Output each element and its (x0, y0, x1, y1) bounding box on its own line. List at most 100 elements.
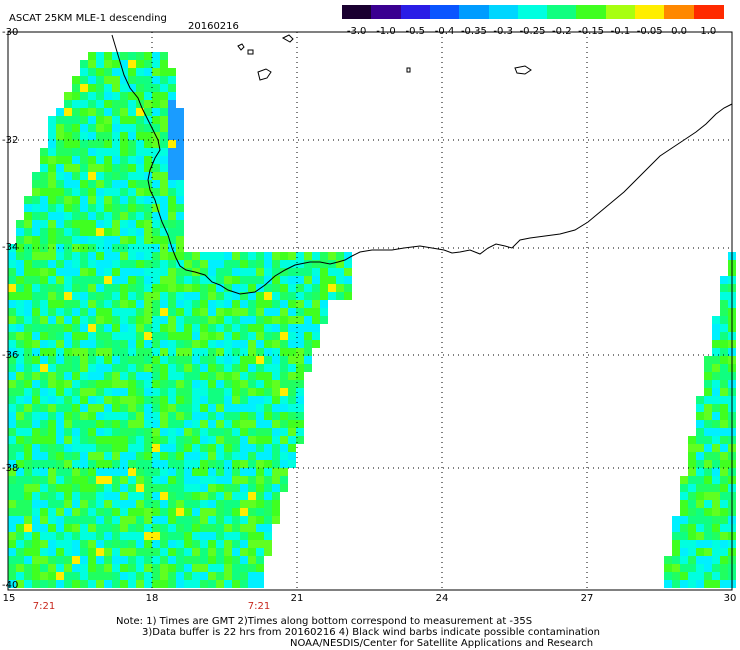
swath-pixel (256, 356, 264, 364)
swath-pixel (184, 380, 192, 388)
swath-pixel (280, 452, 288, 460)
swath-pixel (64, 332, 72, 340)
swath-pixel (712, 468, 720, 476)
swath-pixel (112, 292, 120, 300)
swath-pixel (144, 348, 152, 356)
swath-pixel (240, 516, 248, 524)
swath-pixel (168, 268, 176, 276)
swath-pixel (64, 580, 72, 588)
swath-pixel (232, 388, 240, 396)
swath-pixel (288, 404, 296, 412)
swath-pixel (136, 388, 144, 396)
swath-pixel (80, 164, 88, 172)
swath-pixel (96, 268, 104, 276)
swath-pixel (216, 492, 224, 500)
swath-pixel (720, 380, 728, 388)
swath-pixel (288, 436, 296, 444)
swath-pixel (136, 212, 144, 220)
swath-pixel (176, 428, 184, 436)
swath-pixel (224, 452, 232, 460)
swath-pixel (160, 460, 168, 468)
swath-pixel (160, 220, 168, 228)
swath-pixel (336, 260, 344, 268)
swath-pixel (48, 220, 56, 228)
swath-pixel (80, 316, 88, 324)
colorbar-label: 0.0 (671, 26, 687, 37)
swath-pixel (72, 556, 80, 564)
colorbar-label: -0.2 (552, 26, 572, 37)
swath-pixel (96, 524, 104, 532)
swath-pixel (56, 196, 64, 204)
swath-pixel (232, 324, 240, 332)
swath-pixel (88, 60, 96, 68)
swath-pixel (72, 332, 80, 340)
swath-pixel (64, 284, 72, 292)
swath-pixel (80, 564, 88, 572)
swath-pixel (304, 260, 312, 268)
swath-pixel (312, 276, 320, 284)
swath-pixel (720, 460, 728, 468)
swath-pixel (80, 252, 88, 260)
swath-pixel (80, 388, 88, 396)
swath-pixel (168, 164, 176, 172)
swath-pixel (264, 436, 272, 444)
swath-pixel (176, 356, 184, 364)
swath-pixel (136, 316, 144, 324)
swath-pixel (208, 420, 216, 428)
swath-pixel (192, 468, 200, 476)
swath-pixel (136, 308, 144, 316)
swath-pixel (288, 388, 296, 396)
swath-pixel (192, 404, 200, 412)
swath-pixel (176, 492, 184, 500)
swath-pixel (208, 548, 216, 556)
swath-pixel (112, 132, 120, 140)
swath-pixel (128, 420, 136, 428)
swath-pixel (64, 140, 72, 148)
swath-pixel (88, 484, 96, 492)
swath-pixel (152, 68, 160, 76)
swath-pixel (128, 108, 136, 116)
swath-pixel (712, 404, 720, 412)
swath-pixel (104, 316, 112, 324)
swath-pixel (16, 580, 24, 588)
swath-pixel (72, 204, 80, 212)
swath-pixel (672, 556, 680, 564)
swath-pixel (64, 492, 72, 500)
swath-pixel (232, 548, 240, 556)
swath-pixel (704, 508, 712, 516)
swath-pixel (224, 412, 232, 420)
swath-pixel (248, 340, 256, 348)
swath-pixel (56, 212, 64, 220)
swath-pixel (128, 484, 136, 492)
swath-pixel (704, 412, 712, 420)
swath-pixel (128, 308, 136, 316)
swath-pixel (32, 252, 40, 260)
swath-pixel (104, 196, 112, 204)
swath-pixel (112, 228, 120, 236)
swath-pixel (80, 364, 88, 372)
swath-pixel (216, 276, 224, 284)
swath-pixel (72, 476, 80, 484)
swath-pixel (192, 564, 200, 572)
swath-pixel (712, 532, 720, 540)
pass-time-1: 7:21 (32, 601, 56, 612)
swath-pixel (104, 60, 112, 68)
swath-pixel (184, 348, 192, 356)
swath-pixel (32, 404, 40, 412)
swath-pixel (88, 532, 96, 540)
swath-pixel (280, 436, 288, 444)
swath-pixel (120, 260, 128, 268)
swath-pixel (144, 572, 152, 580)
swath-pixel (96, 436, 104, 444)
swath-pixel (24, 540, 32, 548)
swath-pixel (200, 268, 208, 276)
swath-pixel (104, 156, 112, 164)
swath-pixel (120, 548, 128, 556)
swath-pixel (56, 132, 64, 140)
swath-pixel (32, 380, 40, 388)
swath-pixel (200, 332, 208, 340)
swath-pixel (192, 428, 200, 436)
swath-pixel (704, 436, 712, 444)
swath-pixel (96, 356, 104, 364)
swath-pixel (224, 372, 232, 380)
